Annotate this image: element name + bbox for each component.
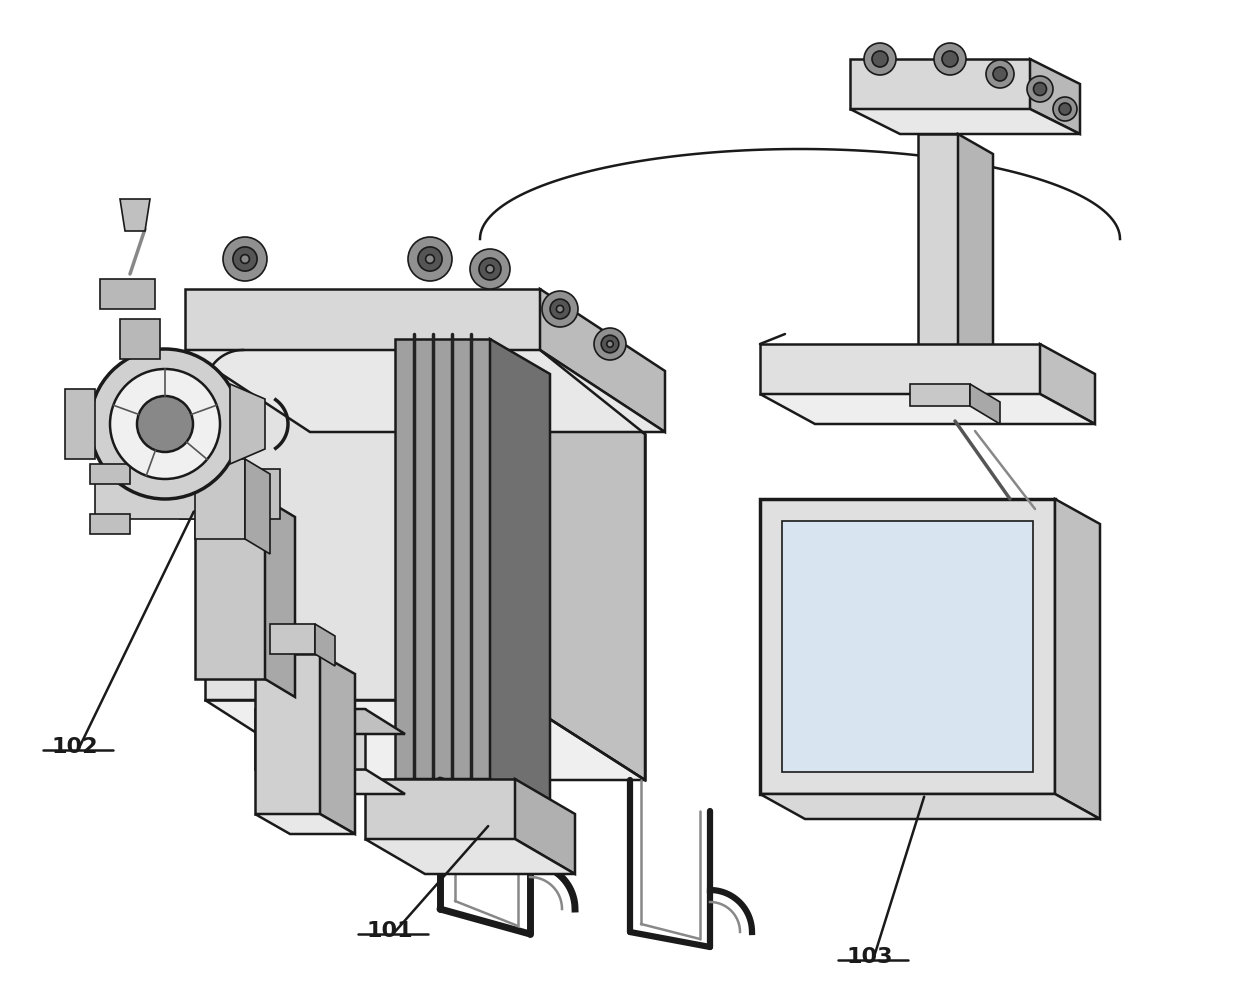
Polygon shape <box>195 499 265 679</box>
Circle shape <box>486 265 494 273</box>
Circle shape <box>136 396 193 452</box>
Polygon shape <box>760 394 1095 424</box>
Circle shape <box>418 247 443 271</box>
Circle shape <box>872 51 888 67</box>
Polygon shape <box>396 779 551 814</box>
Polygon shape <box>205 700 645 780</box>
Polygon shape <box>270 624 315 654</box>
Polygon shape <box>185 289 539 350</box>
Circle shape <box>942 51 959 67</box>
Circle shape <box>606 341 614 347</box>
Polygon shape <box>120 199 150 231</box>
Polygon shape <box>849 59 1030 109</box>
Circle shape <box>594 328 626 360</box>
Circle shape <box>1053 97 1078 121</box>
Circle shape <box>1027 76 1053 102</box>
Polygon shape <box>1030 59 1080 134</box>
Polygon shape <box>849 109 1080 134</box>
Circle shape <box>557 306 564 313</box>
Polygon shape <box>520 350 645 780</box>
Polygon shape <box>760 344 1040 394</box>
Polygon shape <box>180 469 280 519</box>
Polygon shape <box>782 521 1033 772</box>
Polygon shape <box>315 624 335 666</box>
Circle shape <box>986 60 1014 88</box>
Polygon shape <box>255 654 320 814</box>
Polygon shape <box>195 459 246 539</box>
Circle shape <box>425 254 434 263</box>
Circle shape <box>1033 82 1047 96</box>
Polygon shape <box>255 709 365 769</box>
Circle shape <box>110 369 219 479</box>
Polygon shape <box>760 499 1055 794</box>
Circle shape <box>542 291 578 327</box>
Circle shape <box>91 349 241 499</box>
Polygon shape <box>100 279 155 309</box>
Circle shape <box>551 299 570 318</box>
Polygon shape <box>255 814 355 834</box>
Circle shape <box>408 237 453 281</box>
Polygon shape <box>255 709 405 734</box>
Polygon shape <box>760 794 1100 819</box>
Polygon shape <box>365 839 575 874</box>
Circle shape <box>223 237 267 281</box>
Circle shape <box>1059 103 1071 115</box>
Polygon shape <box>64 389 95 459</box>
Polygon shape <box>229 384 265 464</box>
Polygon shape <box>1040 344 1095 424</box>
Text: 102: 102 <box>52 737 98 757</box>
Polygon shape <box>255 769 405 794</box>
Polygon shape <box>205 350 520 700</box>
Polygon shape <box>365 779 515 839</box>
Circle shape <box>233 247 257 271</box>
Polygon shape <box>959 134 993 409</box>
Text: 101: 101 <box>367 921 413 941</box>
Polygon shape <box>120 319 160 359</box>
Polygon shape <box>91 464 130 484</box>
Polygon shape <box>396 339 490 779</box>
Polygon shape <box>320 654 355 834</box>
Polygon shape <box>1055 499 1100 819</box>
Circle shape <box>993 67 1007 81</box>
Polygon shape <box>265 499 295 697</box>
Circle shape <box>934 43 966 75</box>
Polygon shape <box>246 459 270 554</box>
Circle shape <box>601 335 619 353</box>
Circle shape <box>470 249 510 289</box>
Circle shape <box>479 258 501 280</box>
Polygon shape <box>910 384 970 406</box>
Circle shape <box>241 254 249 263</box>
Polygon shape <box>515 779 575 874</box>
Polygon shape <box>490 339 551 814</box>
Text: 103: 103 <box>847 947 893 967</box>
Polygon shape <box>185 350 665 432</box>
Polygon shape <box>970 384 999 424</box>
Polygon shape <box>91 514 130 534</box>
Circle shape <box>864 43 897 75</box>
Polygon shape <box>539 289 665 432</box>
Polygon shape <box>95 479 236 519</box>
Polygon shape <box>918 134 959 389</box>
